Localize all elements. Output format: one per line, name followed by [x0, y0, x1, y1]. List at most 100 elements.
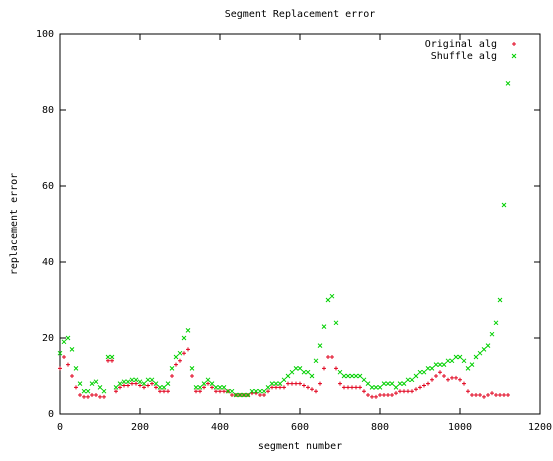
point — [369, 385, 375, 390]
point — [434, 374, 438, 378]
point — [441, 362, 447, 367]
point — [474, 393, 478, 397]
point — [142, 385, 146, 390]
point — [157, 385, 163, 390]
point — [378, 393, 382, 397]
point — [329, 293, 335, 299]
point — [301, 369, 307, 375]
point — [421, 369, 427, 375]
point — [149, 377, 155, 383]
point — [393, 385, 399, 390]
point — [193, 385, 199, 390]
point — [165, 381, 171, 386]
point — [385, 381, 391, 386]
point — [245, 392, 251, 398]
point — [146, 383, 150, 388]
y-tick-label: 80 — [42, 105, 54, 116]
point — [217, 385, 223, 390]
point — [57, 350, 63, 356]
point — [198, 389, 202, 394]
point — [322, 366, 326, 371]
point — [305, 369, 311, 375]
point — [89, 381, 95, 386]
point — [270, 385, 274, 390]
point — [93, 379, 99, 385]
point — [214, 389, 218, 394]
point — [209, 381, 215, 386]
point — [90, 393, 94, 397]
point — [377, 385, 383, 390]
point — [173, 354, 179, 360]
point — [262, 393, 266, 397]
point — [493, 320, 499, 326]
y-tick-label: 40 — [42, 257, 54, 268]
point — [230, 393, 234, 397]
point — [82, 394, 86, 399]
point — [181, 335, 187, 341]
point — [118, 385, 122, 390]
point — [117, 381, 123, 386]
point — [221, 385, 227, 390]
point — [114, 389, 118, 394]
point — [373, 385, 379, 390]
point — [65, 335, 71, 341]
point — [94, 393, 98, 397]
point — [405, 377, 411, 383]
x-tick-label: 1200 — [528, 422, 552, 433]
point — [313, 358, 319, 364]
point — [422, 383, 426, 388]
point — [469, 362, 475, 367]
point — [282, 385, 286, 390]
point — [102, 394, 106, 399]
x-axis-label: segment number — [258, 441, 342, 452]
point — [318, 381, 322, 386]
point — [410, 389, 414, 394]
point — [413, 373, 419, 379]
point — [330, 355, 334, 359]
point — [354, 385, 358, 390]
point — [70, 374, 74, 378]
point — [265, 385, 271, 390]
point — [281, 377, 287, 383]
point — [334, 366, 338, 371]
point — [502, 393, 506, 397]
point — [218, 389, 222, 394]
point — [161, 385, 167, 390]
point — [73, 366, 79, 371]
point — [297, 366, 303, 371]
point — [85, 388, 91, 394]
point — [357, 373, 363, 379]
point — [194, 389, 198, 394]
point — [122, 383, 126, 388]
point — [273, 381, 279, 386]
point — [310, 387, 314, 392]
x-tick-label: 0 — [57, 422, 63, 433]
point — [278, 385, 282, 390]
point — [501, 202, 507, 208]
point — [222, 389, 226, 394]
plot-frame — [59, 33, 541, 415]
legend-label: Shuffle alg — [431, 51, 497, 62]
point — [210, 385, 214, 390]
point — [170, 374, 174, 378]
point — [98, 394, 102, 399]
x-tick-label: 1000 — [448, 422, 472, 433]
point — [442, 374, 446, 378]
point — [121, 379, 127, 385]
point — [298, 381, 302, 386]
point — [462, 381, 466, 386]
point — [458, 377, 462, 382]
point — [382, 393, 386, 397]
point — [505, 81, 511, 86]
point — [430, 377, 434, 382]
point — [374, 394, 378, 399]
point — [257, 388, 263, 394]
point — [338, 381, 342, 386]
point — [302, 383, 306, 388]
point — [506, 393, 510, 397]
point — [86, 394, 90, 399]
point — [229, 388, 235, 394]
chart-title: Segment Replacement error — [225, 9, 376, 20]
point — [130, 381, 134, 386]
point — [202, 385, 206, 390]
